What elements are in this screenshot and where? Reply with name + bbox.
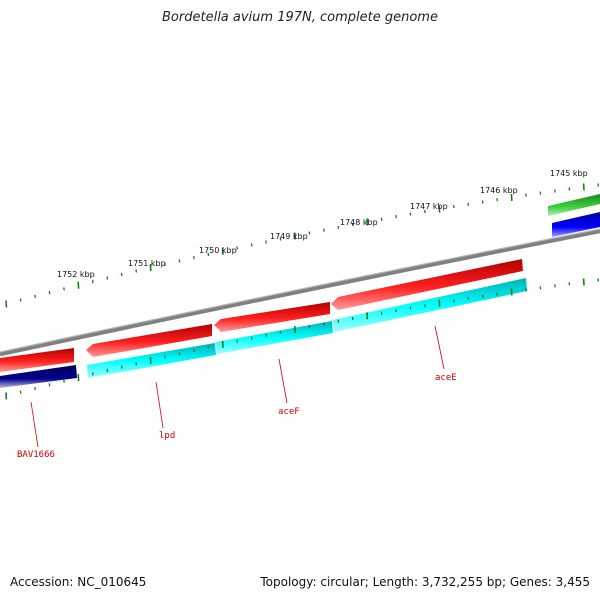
feature-green-upper bbox=[548, 194, 600, 216]
ruler-label-1747: 1747 kbp bbox=[410, 202, 448, 211]
accession-text: Accession: NC_010645 bbox=[10, 575, 147, 589]
gene-label-acee: aceE bbox=[435, 373, 457, 383]
ruler-label-1748: 1748 kbp bbox=[340, 218, 378, 227]
gene-acef-reverse bbox=[216, 321, 333, 354]
map-title: Bordetella avium 197N, complete genome bbox=[162, 10, 438, 25]
ruler-labels: 1745 kbp 1746 kbp 1747 kbp 1748 kbp 1749… bbox=[57, 169, 588, 279]
ruler-label-1751: 1751 kbp bbox=[128, 259, 166, 268]
gene-label-lpd: lpd bbox=[159, 431, 175, 441]
gene-label-acef: aceF bbox=[278, 407, 300, 417]
gene-acee-reverse bbox=[333, 278, 527, 332]
gene-acee-forward bbox=[331, 259, 523, 310]
gene-label-bav1666: BAV1666 bbox=[17, 450, 55, 460]
gene-lpd-forward bbox=[86, 324, 212, 357]
ruler-label-1750: 1750 kbp bbox=[199, 246, 237, 255]
feature-blue-upper bbox=[552, 212, 600, 237]
ruler-label-1749: 1749 kbp bbox=[270, 232, 308, 241]
genome-backbone bbox=[0, 228, 600, 357]
inner-ruler-ticks bbox=[5, 278, 600, 400]
gene-reverse-bav1666 bbox=[0, 365, 77, 388]
ruler-label-1752: 1752 kbp bbox=[57, 270, 95, 279]
gene-acef-forward bbox=[214, 302, 330, 332]
gene-labels: BAV1666 lpd aceF aceE bbox=[17, 325, 457, 460]
genome-summary-text: Topology: circular; Length: 3,732,255 bp… bbox=[260, 575, 590, 589]
gene-forward-left bbox=[0, 348, 74, 372]
ruler-label-1746: 1746 kbp bbox=[480, 186, 518, 195]
outer-ruler-ticks bbox=[5, 183, 600, 308]
ruler-label-1745: 1745 kbp bbox=[550, 169, 588, 178]
gene-lpd-reverse bbox=[87, 343, 216, 378]
